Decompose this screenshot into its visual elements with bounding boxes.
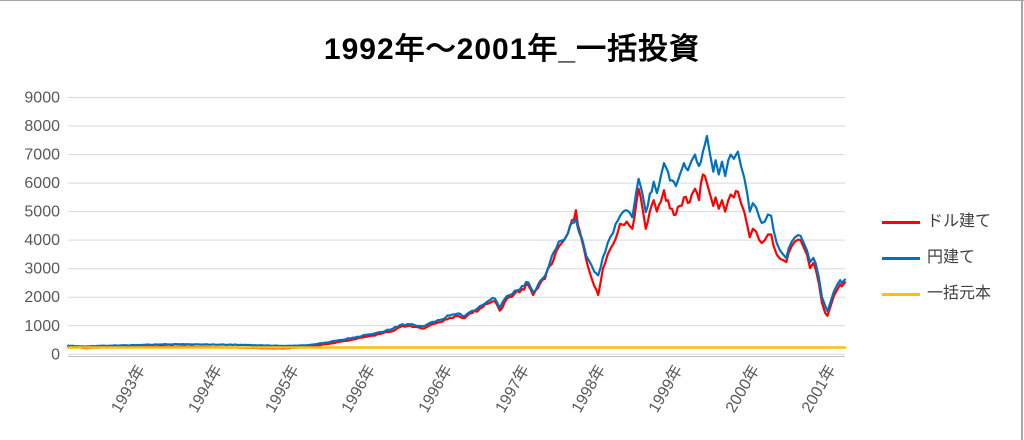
y-axis-tick-label: 2000: [24, 289, 60, 306]
legend-item-principal: 一括元本: [882, 284, 991, 304]
y-axis-tick-label: 0: [51, 346, 60, 363]
y-axis-tick-label: 6000: [24, 175, 60, 192]
legend-label-yen: 円建て: [927, 249, 976, 266]
x-axis-tick-label: 1995年: [262, 362, 303, 416]
series-line-円建て: [66, 134, 847, 348]
y-axis-tick-label: 3000: [24, 261, 60, 278]
legend-line-swatch-principal: [882, 292, 920, 296]
y-axis-tick-label: 5000: [24, 204, 60, 221]
x-axis-tick-label: 1993年: [108, 362, 149, 416]
x-axis-tick-label: 1994年: [185, 362, 226, 416]
legend-item-dollar: ドル建て: [882, 212, 991, 232]
legend-line-swatch-yen: [882, 256, 920, 260]
x-axis-tick-label: 1999年: [645, 362, 686, 416]
x-axis-tick-label: 1998年: [568, 362, 609, 416]
legend-line-swatch-dollar: [882, 220, 920, 224]
y-axis-tick-label: 7000: [24, 147, 60, 164]
legend-item-yen: 円建て: [882, 248, 975, 268]
x-axis-tick-label: 2001年: [798, 362, 839, 416]
x-axis-tick-label: 1996年: [338, 362, 379, 416]
frame-top-border: [0, 0, 1024, 1]
legend-label-principal: 一括元本: [927, 285, 992, 302]
y-axis-tick-label: 1000: [24, 318, 60, 335]
y-axis-tick-label: 8000: [24, 118, 60, 135]
frame-right-border: [1021, 0, 1023, 440]
legend-label-dollar: ドル建て: [927, 213, 992, 230]
y-axis-tick-label: 4000: [24, 232, 60, 249]
x-axis-tick-label: 1997年: [492, 362, 533, 416]
chart-title: 1992年～2001年_一括投資: [323, 33, 701, 66]
y-axis-tick-label: 9000: [24, 90, 60, 107]
x-axis-tick-label: 2000年: [722, 362, 763, 416]
x-axis-tick-label: 1996年: [415, 362, 456, 416]
series-line-ドル建て: [66, 173, 847, 350]
